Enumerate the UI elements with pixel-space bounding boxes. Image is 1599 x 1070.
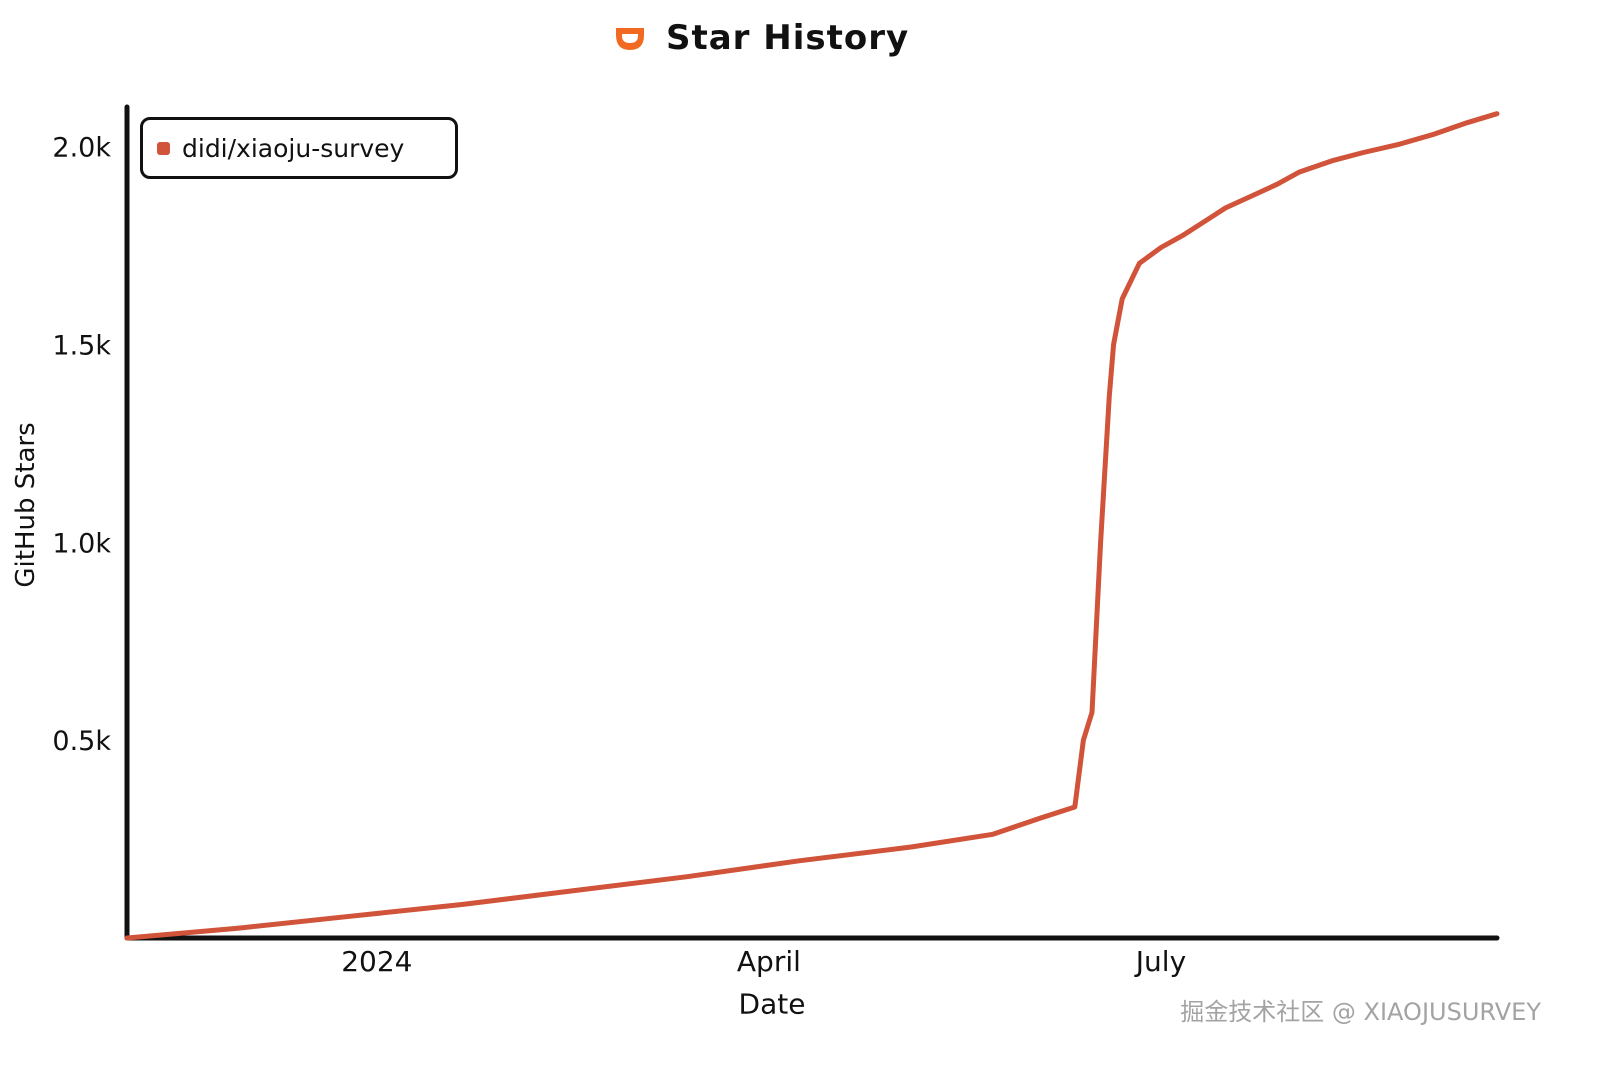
chart-title: Star History [612, 14, 909, 62]
watermark: 掘金技术社区 @ XIAOJUSURVEY [1180, 998, 1541, 1026]
series-line [124, 111, 1500, 941]
x-tick-label: July [1134, 945, 1186, 978]
x-tick-label: 2024 [341, 945, 412, 978]
didi-logo-icon [616, 28, 644, 50]
x-tick-label: April [737, 945, 801, 978]
legend-label: didi/xiaoju-survey [182, 133, 405, 163]
legend-swatch [157, 141, 170, 155]
y-tick-label: 0.5k [52, 726, 111, 757]
didi-logo-icon-shape [616, 28, 644, 50]
chart-title-text: Star History [666, 18, 910, 58]
y-tick-label: 2.0k [52, 133, 111, 164]
y-tick-label: 1.5k [52, 330, 111, 361]
y-tick-label: 1.0k [52, 528, 111, 559]
y-axis-label: GitHub Stars [11, 422, 41, 588]
chart-legend[interactable]: didi/xiaoju-survey [140, 117, 458, 179]
x-axis-label: Date [738, 987, 806, 1021]
